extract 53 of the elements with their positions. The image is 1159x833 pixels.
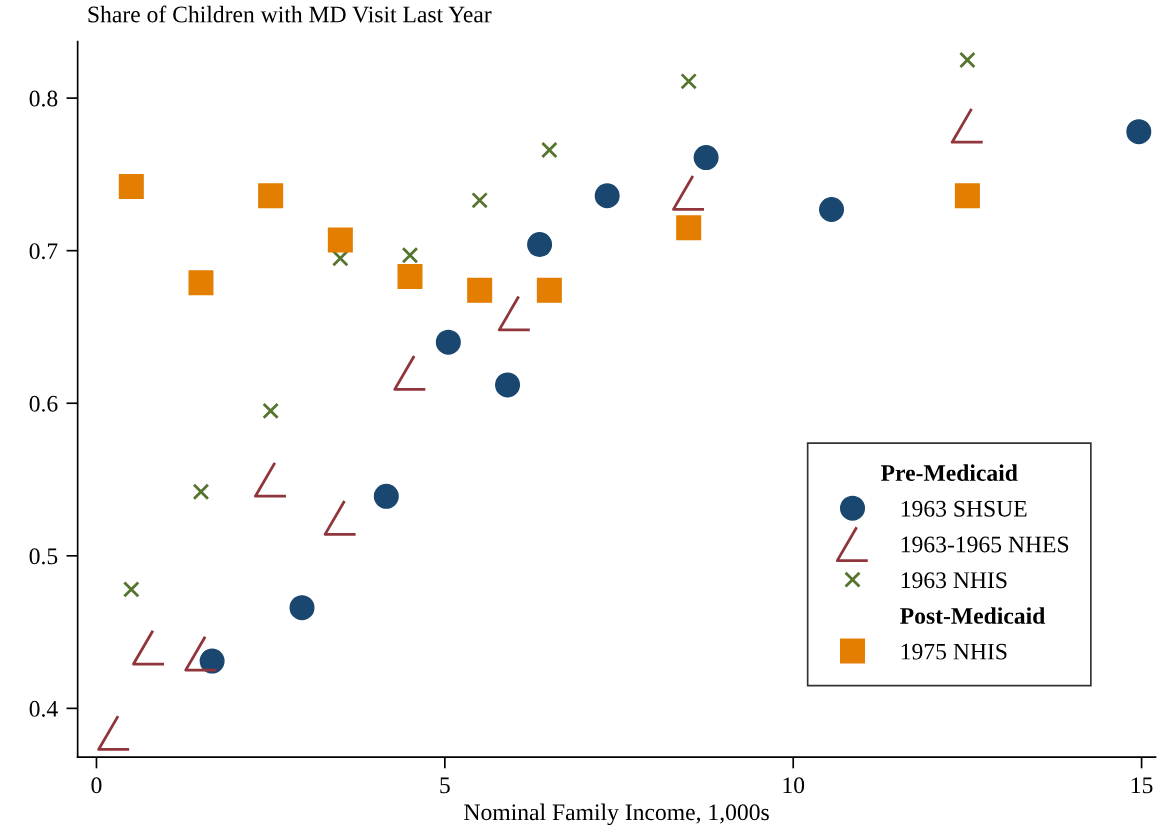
point: [253, 461, 288, 498]
legend-label: 1975 NHIS: [901, 643, 1007, 660]
point: [954, 183, 980, 209]
point: [435, 329, 461, 355]
legend-label: 1963 SHSUE: [901, 500, 1027, 517]
point: [541, 141, 558, 159]
chart-title: Share of Children with MD Visit Last Year: [88, 5, 492, 23]
x-axis-title: Nominal Family Income, 1,000s: [464, 803, 769, 826]
point: [258, 183, 284, 209]
point: [693, 145, 719, 171]
point: [262, 402, 279, 420]
x-tick-label: 5: [440, 777, 450, 794]
point: [672, 174, 706, 211]
point: [188, 270, 214, 296]
point: [184, 635, 218, 672]
point: [118, 174, 144, 200]
x-tick-label: 0: [91, 777, 102, 794]
point: [132, 629, 166, 666]
point: [680, 72, 698, 90]
point: [471, 191, 489, 209]
x-tick-label: 10: [783, 777, 805, 794]
legend-label: 1963 NHIS: [901, 572, 1007, 589]
point: [467, 277, 493, 303]
point: [401, 246, 419, 264]
point: [495, 372, 521, 398]
y-tick-label: 0.8: [29, 90, 58, 107]
point: [397, 264, 423, 290]
point: [536, 277, 562, 303]
y-tick-label: 0.5: [29, 548, 58, 565]
point: [527, 232, 553, 258]
point: [199, 648, 225, 674]
point: [1126, 119, 1152, 145]
point: [192, 483, 210, 501]
point: [327, 227, 353, 253]
point: [497, 295, 532, 332]
point: [676, 215, 702, 241]
y-tick-label: 0.7: [29, 243, 58, 260]
point: [122, 581, 140, 598]
legend-label: 1963-1965 NHES: [901, 536, 1069, 553]
x-tick-label: 15: [1131, 777, 1153, 794]
annotation: Post-Medicaid: [900, 607, 1046, 624]
point: [97, 714, 131, 751]
y-tick-label: 0.4: [29, 700, 58, 717]
point: [959, 51, 976, 69]
legend-title: Pre-Medicaid: [881, 464, 1018, 481]
y-tick-label: 0.6: [29, 395, 58, 412]
point: [393, 354, 427, 391]
point: [323, 499, 357, 536]
point: [289, 595, 315, 621]
point: [819, 196, 845, 222]
point: [950, 107, 985, 144]
point: [594, 183, 620, 209]
point: [373, 483, 399, 509]
